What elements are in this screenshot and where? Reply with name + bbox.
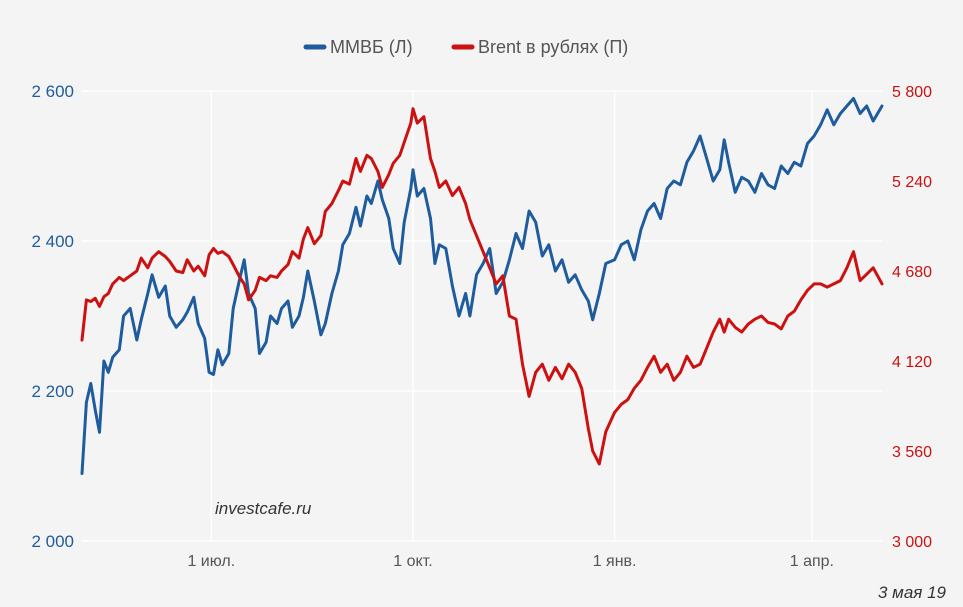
legend: ММВБ (Л) Brent в рублях (П) (303, 37, 628, 57)
x-tick-label: 1 июл. (187, 553, 235, 570)
right-tick-label: 5 240 (892, 174, 932, 191)
series-line-brent (80, 107, 884, 466)
gridlines (82, 90, 882, 542)
series-line-mmvb (80, 97, 884, 475)
legend-label-mmvb: ММВБ (Л) (330, 37, 413, 57)
left-tick-label: 2 200 (31, 382, 74, 401)
right-tick-label: 3 000 (892, 534, 932, 551)
right-tick-label: 4 680 (892, 264, 932, 281)
left-axis-ticks: 2 000 2 200 2 400 2 600 (31, 82, 74, 551)
left-tick-label: 2 000 (31, 532, 74, 551)
left-tick-label: 2 600 (31, 82, 74, 101)
legend-label-brent: Brent в рублях (П) (478, 37, 628, 57)
x-tick-label: 1 янв. (593, 553, 637, 570)
x-tick-label: 1 апр. (790, 553, 834, 570)
x-axis-ticks: 1 июл. 1 окт. 1 янв. 1 апр. (187, 553, 834, 570)
watermark-text: investcafe.ru (215, 499, 312, 518)
left-tick-label: 2 400 (31, 232, 74, 251)
right-tick-label: 4 120 (892, 354, 932, 371)
right-tick-label: 3 560 (892, 444, 932, 461)
x-tick-label: 1 окт. (393, 553, 432, 570)
date-stamp: 3 мая 19 (878, 583, 947, 602)
right-tick-label: 5 800 (892, 84, 932, 101)
right-axis-ticks: 3 000 3 560 4 120 4 680 5 240 5 800 (892, 84, 932, 551)
series-lines (80, 97, 884, 475)
